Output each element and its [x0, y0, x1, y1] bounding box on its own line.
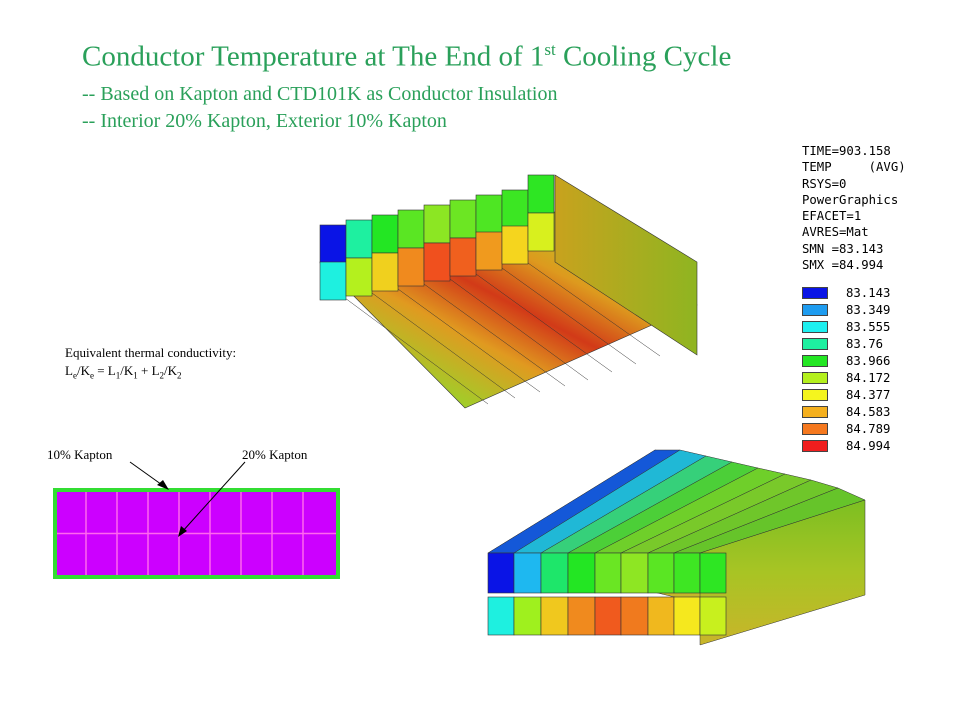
legend-line-smn: SMN =83.143: [802, 241, 884, 256]
equation-formula: Le/Ke = L1/K1 + L2/K2: [65, 363, 182, 381]
page-title: Conductor Temperature at The End of 1st …: [82, 40, 732, 73]
legend-line-efacet: EFACET=1: [802, 209, 862, 224]
scale-value: 83.555: [846, 320, 891, 334]
legend-line-rsys: RSYS=0: [802, 176, 847, 191]
subtitle-kapton-split: -- Interior 20% Kapton, Exterior 10% Kap…: [82, 110, 447, 132]
legend-line-avres: AVRES=Mat: [802, 225, 869, 240]
scale-swatch: [802, 287, 828, 299]
conductor-cross-section: [53, 461, 340, 579]
legend-line-time: TIME=903.158: [802, 144, 891, 158]
scale-value: 84.377: [846, 388, 891, 402]
scale-swatch: [802, 321, 828, 333]
scale-swatch: [802, 440, 828, 452]
equation-heading: Equivalent thermal conductivity:: [65, 345, 237, 360]
scale-value: 83.349: [846, 303, 891, 317]
temperature-model-top-view: [319, 174, 698, 409]
scale-value: 84.172: [846, 371, 891, 385]
scale-value: 83.76: [846, 337, 884, 351]
legend-line-smx: SMX =84.994: [802, 258, 884, 273]
scale-value: 83.143: [846, 286, 891, 300]
scale-swatch: [802, 304, 828, 316]
result-legend: TIME=903.158 TEMP (AVG) RSYS=0 PowerGrap…: [802, 143, 906, 273]
scale-swatch: [802, 355, 828, 367]
label-10-kapton: 10% Kapton: [47, 447, 113, 462]
label-20-kapton: 20% Kapton: [242, 447, 308, 462]
legend-line-graphics: PowerGraphics: [802, 192, 899, 207]
scale-swatch: [802, 406, 828, 418]
scale-value: 83.966: [846, 354, 891, 368]
legend-line-temp: TEMP (AVG): [802, 160, 906, 175]
scale-value: 84.583: [846, 405, 891, 419]
equation-block: Equivalent thermal conductivity: Le/Ke =…: [65, 344, 236, 385]
scale-swatch: [802, 389, 828, 401]
scale-value: 84.994: [846, 439, 891, 453]
scale-swatch: [802, 372, 828, 384]
scale-swatch: [802, 338, 828, 350]
scale-value: 84.789: [846, 422, 891, 436]
scale-swatch: [802, 423, 828, 435]
temperature-model-bottom-view: [487, 449, 866, 646]
subtitle-insulation: -- Based on Kapton and CTD101K as Conduc…: [82, 83, 558, 105]
